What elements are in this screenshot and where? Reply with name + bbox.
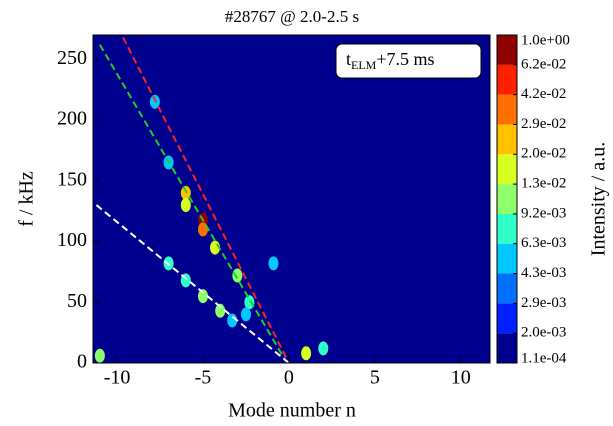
y-tick-label: 50: [67, 290, 87, 312]
chart-title: #28767 @ 2.0-2.5 s: [225, 7, 359, 26]
intensity-blob: [240, 307, 251, 322]
y-tick-label: 200: [57, 108, 87, 130]
x-tick-label: 5: [370, 367, 380, 389]
dispersion-line: [99, 44, 287, 362]
colorbar-band: [497, 94, 517, 125]
x-tick-label: 0: [284, 367, 294, 389]
colorbar-band: [497, 64, 517, 95]
annotation-sub: ELM: [351, 58, 377, 72]
y-axis-label: f / kHz: [16, 171, 38, 227]
colorbar-label: Intensity / a.u.: [588, 142, 610, 256]
colorbar-tick-label: 1.1e-04: [521, 350, 567, 366]
intensity-blob: [232, 268, 243, 283]
colorbar-band: [497, 243, 517, 274]
intensity-blob: [318, 341, 329, 356]
colorbar-tick-label: 9.2e-03: [521, 205, 566, 221]
intensity-blob: [227, 313, 238, 328]
plot-frame: [92, 34, 491, 364]
y-tick-label: 0: [77, 351, 87, 373]
x-axis-label: Mode number n: [228, 400, 356, 422]
annotation-box: [335, 43, 482, 79]
dispersion-line: [95, 204, 290, 363]
y-tick-label: 100: [57, 229, 87, 251]
annotation-rest: +7.5 ms: [376, 49, 434, 69]
annotation: tELM+7.5 ms: [346, 49, 435, 72]
intensity-blob: [215, 303, 226, 318]
colorbar-tick-label: 2.9e-02: [521, 116, 566, 132]
colorbar-tick-label: 4.3e-03: [521, 265, 566, 281]
intensity-blob: [197, 289, 208, 304]
y-tick-label: 250: [57, 47, 87, 69]
x-tick-label: -5: [195, 367, 212, 389]
x-tick-label: -10: [104, 367, 131, 389]
colorbar-tick-label: 4.2e-02: [521, 86, 566, 102]
colorbar-band: [497, 184, 517, 214]
plot-background: [93, 35, 490, 363]
intensity-blob: [180, 185, 191, 200]
colorbar-frame: [496, 34, 518, 364]
x-tick-label: 10: [451, 367, 471, 389]
intensity-blob: [180, 198, 191, 213]
colorbar-band: [497, 303, 517, 334]
colorbar-band: [497, 333, 517, 363]
colorbar-tick-label: 2.0e-03: [521, 325, 566, 341]
colorbar-tick-label: 6.2e-02: [521, 56, 566, 72]
colorbar-tick-label: 2.0e-02: [521, 146, 566, 162]
intensity-blob: [244, 295, 255, 310]
dispersion-line: [122, 36, 290, 363]
colorbar-band: [497, 213, 517, 244]
colorbar-band: [497, 35, 517, 65]
colorbar-tick-label: 1.0e+00: [521, 32, 570, 48]
intensity-blob: [301, 346, 312, 361]
intensity-blob: [94, 348, 105, 363]
colorbar-band: [497, 154, 517, 185]
colorbar-tick-label: 2.9e-03: [521, 295, 566, 311]
colorbar-tick-label: 1.3e-02: [521, 176, 566, 192]
colorbar-band: [497, 273, 517, 304]
intensity-blob: [197, 222, 208, 237]
annotation-base: t: [346, 49, 351, 69]
y-tick-label: 150: [57, 168, 87, 190]
intensity-blob: [268, 256, 279, 271]
plot-area: [94, 36, 329, 363]
colorbar-tick-label: 6.3e-03: [521, 235, 566, 251]
colorbar-band: [497, 124, 517, 155]
